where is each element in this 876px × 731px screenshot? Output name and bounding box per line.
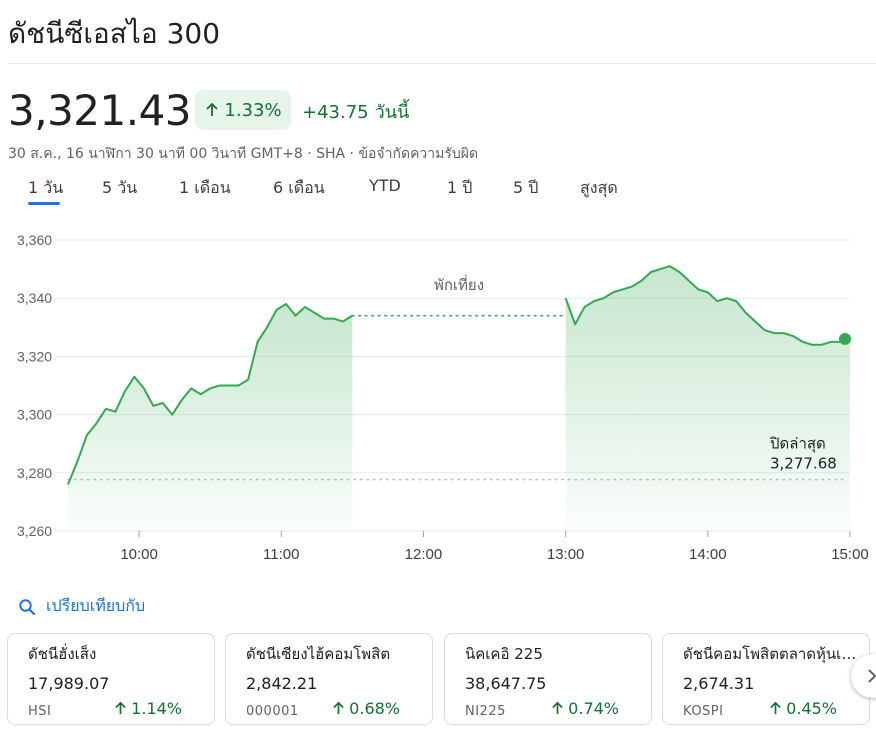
today-label: วันนี้ (374, 102, 410, 123)
series-line-afternoon (564, 265, 851, 346)
card-symbol: KOSPI (683, 704, 724, 719)
card-name: ดัชนีเซียงไฮ้คอมโพสิต (246, 645, 391, 663)
series-area-afternoon (565, 266, 850, 531)
x-tick-label: 11:00 (263, 546, 299, 563)
card-change-value: 0.68% (349, 699, 400, 718)
arrow-up-icon (206, 102, 219, 116)
arrow-up-icon (770, 701, 781, 715)
card-change: 0.45% (768, 699, 837, 718)
card-value: 17,989.07 (28, 674, 110, 693)
card-symbol: 000001 (246, 704, 299, 719)
arrow-up-icon (115, 701, 126, 715)
percent-change-value: 1.33% (224, 99, 282, 121)
compare-card-ni225[interactable]: นิคเคอิ 225 38,647.75 NI225 0.74% (444, 633, 652, 725)
card-change: 0.74% (550, 699, 619, 718)
tab-5y[interactable]: 5 ปี (513, 178, 539, 197)
x-tick-label: 15:00 (831, 546, 869, 563)
x-tick-label: 13:00 (547, 546, 585, 563)
y-tick-label: 3,280 (17, 465, 52, 481)
page-title: ดัชนีซีเอสไอ 300 (8, 17, 221, 50)
absolute-change-value: +43.75 (302, 102, 369, 123)
compare-button[interactable]: เปรียบเทียบกับ (18, 594, 145, 619)
chevron-right-icon (868, 669, 876, 683)
previous-close-value: 3,277.68 (770, 455, 837, 473)
arrow-up-icon (333, 701, 344, 715)
card-name: ดัชนีฮั่งเส็ง (28, 645, 97, 663)
compare-card-kospi[interactable]: ดัชนีคอมโพสิตตลาดหุ้นเกาหลี 2,674.31 KOS… (662, 633, 870, 725)
card-name: นิคเคอิ 225 (465, 645, 543, 663)
quote-meta: 30 ส.ค., 16 นาฬิกา 30 นาที 00 วินาที GMT… (8, 146, 479, 162)
tab-max[interactable]: สูงสุด (580, 178, 618, 197)
series-line-morning (67, 303, 353, 485)
card-value: 2,842.21 (246, 674, 318, 693)
y-tick-label: 3,320 (17, 348, 52, 364)
tab-5d[interactable]: 5 วัน (102, 178, 138, 197)
last-price-dot (839, 332, 851, 345)
card-change: 1.14% (113, 699, 182, 718)
card-symbol: HSI (28, 704, 52, 719)
card-change-value: 0.45% (786, 699, 837, 718)
compare-card-hsi[interactable]: ดัชนีฮั่งเส็ง 17,989.07 HSI 1.14% (7, 633, 215, 725)
y-tick-label: 3,260 (17, 523, 52, 539)
card-change-value: 0.74% (568, 699, 619, 718)
tab-1m[interactable]: 1 เดือน (179, 178, 231, 197)
current-price: 3,321.43 (8, 86, 192, 135)
x-tick-label: 10:00 (120, 546, 158, 563)
card-value: 2,674.31 (683, 674, 755, 693)
tab-1y[interactable]: 1 ปี (447, 178, 473, 197)
series-area-morning (68, 304, 353, 531)
y-tick-label: 3,300 (17, 407, 52, 423)
price-chart[interactable]: 3,360 3,340 3,320 3,300 3,280 3,260 10:00 11:00… (0, 225, 876, 575)
tab-1d[interactable]: 1 วัน (28, 178, 64, 197)
card-symbol: NI225 (465, 704, 506, 719)
active-tab-indicator (28, 202, 60, 205)
compare-card-000001[interactable]: ดัชนีเซียงไฮ้คอมโพสิต 2,842.21 000001 0.… (225, 633, 433, 725)
search-icon (19, 598, 36, 615)
x-tick-label: 14:00 (689, 546, 727, 563)
card-change-value: 1.14% (131, 699, 182, 718)
card-name: ดัชนีคอมโพสิตตลาดหุ้นเกาหลี (683, 645, 858, 663)
compare-label: เปรียบเทียบกับ (46, 596, 146, 615)
card-value: 38,647.75 (465, 674, 547, 693)
header-divider (8, 63, 876, 64)
previous-close-label: ปิดล่าสุด (769, 435, 826, 454)
arrow-up-icon (552, 701, 563, 715)
absolute-change: +43.75 วันนี้ (302, 97, 409, 126)
x-tick-label: 12:00 (405, 546, 443, 563)
tab-6m[interactable]: 6 เดือน (273, 178, 325, 197)
tab-ytd[interactable]: YTD (369, 176, 401, 195)
card-change: 0.68% (331, 699, 400, 718)
y-tick-label: 3,360 (17, 232, 52, 248)
y-tick-label: 3,340 (17, 290, 52, 306)
lunch-break-label: พักเที่ยง (434, 274, 484, 294)
percent-change-badge: 1.33% (195, 90, 291, 130)
